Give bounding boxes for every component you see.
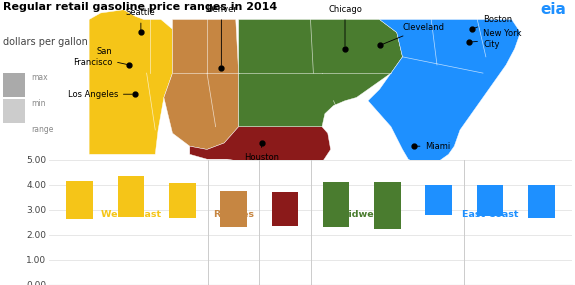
Text: Rockies: Rockies bbox=[213, 210, 254, 219]
Bar bbox=[66, 181, 93, 219]
Text: max: max bbox=[32, 73, 48, 82]
Text: Boston: Boston bbox=[474, 15, 512, 28]
Text: 1.37: 1.37 bbox=[172, 207, 193, 216]
Text: Los Angeles: Los Angeles bbox=[67, 90, 132, 99]
Bar bbox=[528, 185, 555, 218]
Text: Miami: Miami bbox=[417, 142, 451, 151]
Text: New York
City: New York City bbox=[472, 29, 522, 49]
Text: Seattle: Seattle bbox=[126, 9, 156, 30]
Text: East Coast: East Coast bbox=[462, 210, 518, 219]
Text: 1.78: 1.78 bbox=[326, 216, 347, 225]
Text: Regular retail gasoline price ranges in 2014: Regular retail gasoline price ranges in … bbox=[3, 2, 277, 12]
Bar bbox=[220, 191, 247, 227]
Text: West Coast: West Coast bbox=[101, 210, 161, 219]
Text: Midwest: Midwest bbox=[339, 210, 384, 219]
Text: eia: eia bbox=[540, 2, 566, 17]
Text: Chicago: Chicago bbox=[328, 5, 362, 46]
Text: 1.34: 1.34 bbox=[274, 215, 295, 224]
Text: 1.34: 1.34 bbox=[531, 208, 552, 217]
Bar bbox=[271, 192, 298, 226]
Bar bbox=[3, 99, 25, 123]
Text: 1.26: 1.26 bbox=[480, 206, 500, 215]
Polygon shape bbox=[368, 19, 520, 166]
Bar bbox=[374, 182, 401, 229]
Polygon shape bbox=[89, 10, 172, 154]
Text: 1.52: 1.52 bbox=[69, 209, 90, 217]
Bar bbox=[3, 73, 25, 97]
Text: dollars per gallon: dollars per gallon bbox=[3, 37, 88, 47]
Text: 1.22: 1.22 bbox=[428, 205, 449, 214]
Text: Denver: Denver bbox=[206, 5, 237, 66]
Text: range: range bbox=[32, 125, 54, 134]
Text: Cleveland: Cleveland bbox=[382, 23, 444, 44]
Polygon shape bbox=[164, 19, 239, 149]
Text: Houston: Houston bbox=[244, 146, 279, 162]
Text: Gulf: Gulf bbox=[274, 210, 296, 219]
Polygon shape bbox=[190, 127, 331, 166]
Text: min: min bbox=[32, 99, 46, 108]
Polygon shape bbox=[239, 19, 402, 127]
Bar bbox=[426, 185, 452, 215]
Bar bbox=[118, 176, 144, 217]
Text: San
Francisco: San Francisco bbox=[73, 47, 126, 67]
Bar bbox=[169, 184, 196, 218]
Text: 1.44: 1.44 bbox=[223, 216, 244, 225]
Bar bbox=[477, 185, 503, 216]
Text: 1.62: 1.62 bbox=[121, 206, 141, 215]
Bar bbox=[323, 182, 350, 227]
Text: 1.86: 1.86 bbox=[377, 218, 398, 227]
